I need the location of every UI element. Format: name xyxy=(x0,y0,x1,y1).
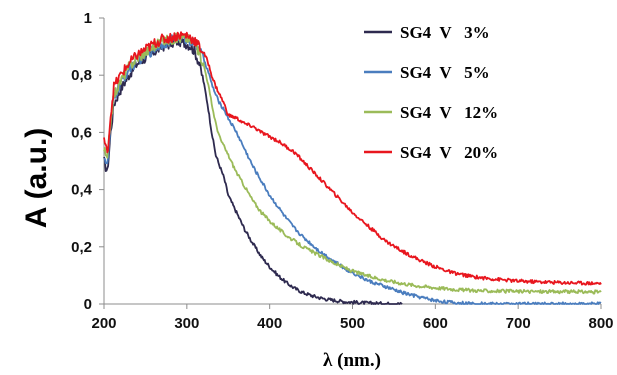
y-tick-label: 0,8 xyxy=(71,67,92,84)
legend: SG4 V 3% SG4 V 5% SG4 V 12% SG4 V 20% xyxy=(364,23,498,162)
series-line xyxy=(103,32,602,295)
y-axis-title: A (a.u.) xyxy=(20,128,53,229)
y-tick-label: 0,6 xyxy=(71,124,92,141)
legend-label: SG4 V 5% xyxy=(400,63,490,82)
series-line xyxy=(103,33,602,305)
x-tick-label: 600 xyxy=(423,315,448,332)
y-tick-label: 0 xyxy=(84,296,92,313)
x-tick-label: 400 xyxy=(257,315,282,332)
y-tick-label: 0,2 xyxy=(71,239,92,256)
legend-label: SG4 V 12% xyxy=(400,103,498,122)
y-tick-label: 1 xyxy=(84,10,92,27)
plot-area: 0 0,2 0,4 0,6 0,8 1 200 300 400 500 600 700 800 xyxy=(71,10,613,332)
y-tick-label: 0,4 xyxy=(71,182,93,199)
x-tick-label: 500 xyxy=(340,315,365,332)
x-tick-label: 700 xyxy=(506,315,531,332)
legend-label: SG4 V 3% xyxy=(400,23,490,42)
x-tick-label: 200 xyxy=(91,315,116,332)
x-axis-title: λ (nm.) xyxy=(323,350,381,371)
series-line xyxy=(103,31,602,286)
x-tick-label: 800 xyxy=(588,315,613,332)
x-tick-label: 300 xyxy=(174,315,199,332)
legend-label: SG4 V 20% xyxy=(400,143,498,162)
series-line xyxy=(103,35,403,305)
